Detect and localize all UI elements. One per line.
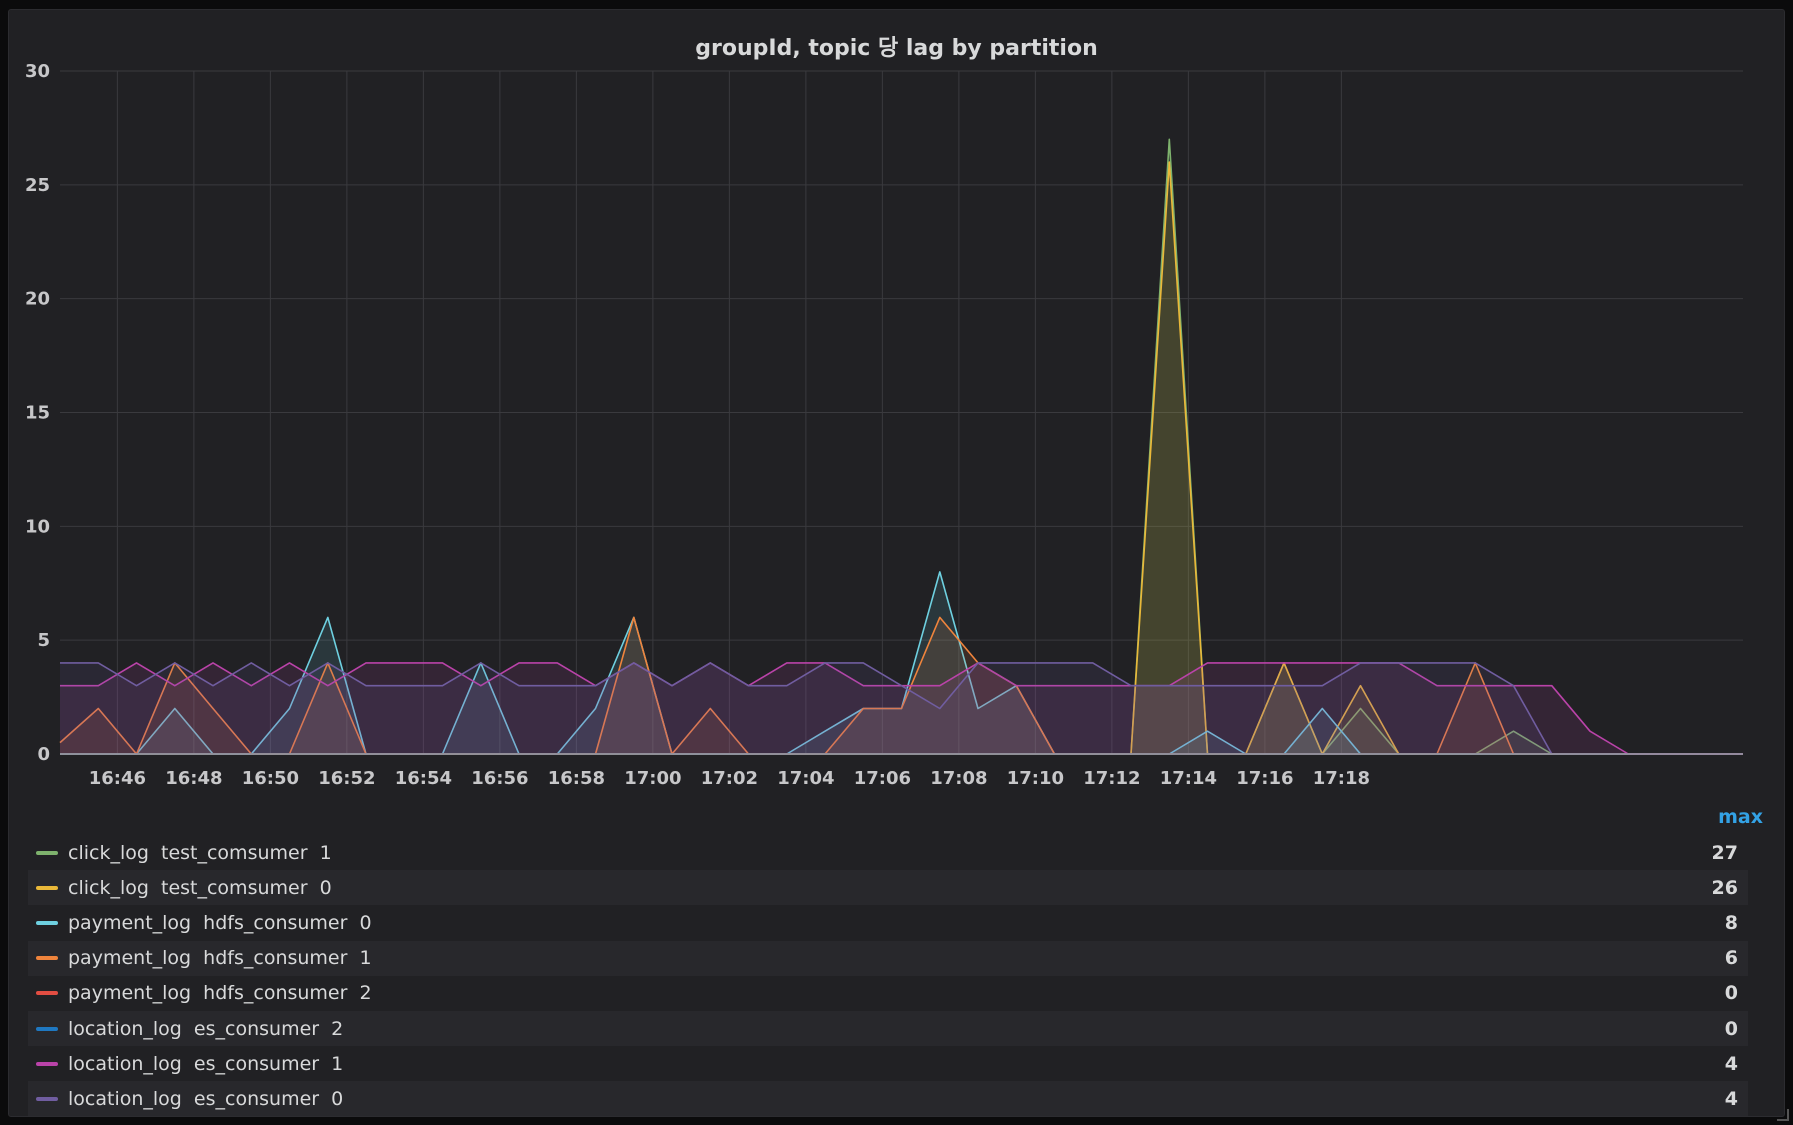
x-tick-label: 17:08 <box>930 768 987 789</box>
graph-panel: groupId, topic 당 lag by partition <box>8 9 1785 1117</box>
series-area-7 <box>60 662 1743 754</box>
legend-item[interactable]: click_log test_comsumer 1 27 <box>28 835 1748 870</box>
legend-swatch-icon[interactable] <box>36 991 58 996</box>
legend-series-name[interactable]: click_log test_comsumer 0 <box>68 876 332 899</box>
y-tick-label: 25 <box>25 175 50 196</box>
legend-max-value: 0 <box>1724 982 1738 1005</box>
x-tick-label: 17:10 <box>1007 768 1064 789</box>
legend-series-name[interactable]: click_log test_comsumer 1 <box>68 841 332 864</box>
legend-item[interactable]: payment_log hdfs_consumer 0 8 <box>28 905 1748 940</box>
legend-max-value: 26 <box>1711 876 1738 899</box>
legend-item[interactable]: location_log es_consumer 2 0 <box>28 1011 1748 1046</box>
legend-swatch-icon[interactable] <box>36 920 58 925</box>
x-tick-label: 17:06 <box>854 768 911 789</box>
legend-series-name[interactable]: payment_log hdfs_consumer 1 <box>68 947 372 970</box>
legend-max-value: 27 <box>1711 841 1738 864</box>
legend-item[interactable]: location_log es_consumer 0 4 <box>28 1081 1748 1117</box>
x-tick-label: 16:56 <box>471 768 528 789</box>
legend-max-value: 8 <box>1724 911 1738 934</box>
y-tick-label: 20 <box>25 289 50 310</box>
legend-series-name[interactable]: payment_log hdfs_consumer 2 <box>68 982 372 1005</box>
legend-series-name[interactable]: location_log es_consumer 2 <box>68 1017 344 1040</box>
legend-series-name[interactable]: location_log es_consumer 1 <box>68 1052 344 1075</box>
panel-title[interactable]: groupId, topic 당 lag by partition <box>695 36 1098 61</box>
series-area-2 <box>60 571 1743 754</box>
x-tick-label: 17:12 <box>1083 768 1140 789</box>
x-tick-label: 17:02 <box>701 768 758 789</box>
x-tick-label: 16:54 <box>395 768 452 789</box>
x-tick-label: 16:52 <box>318 768 375 789</box>
series-line-7 <box>60 662 1743 755</box>
x-tick-label: 16:50 <box>242 768 299 789</box>
x-tick-label: 16:48 <box>165 768 222 789</box>
x-tick-label: 16:46 <box>89 768 146 789</box>
legend-series-name[interactable]: location_log es_consumer 0 <box>68 1087 344 1110</box>
y-tick-label: 0 <box>37 744 50 765</box>
legend-swatch-icon[interactable] <box>36 850 58 855</box>
legend-max-value: 0 <box>1724 1017 1738 1040</box>
legend-max-value: 6 <box>1724 947 1738 970</box>
y-tick-label: 30 <box>25 61 50 82</box>
series-line-3 <box>59 616 1743 755</box>
x-tick-label: 17:16 <box>1236 768 1293 789</box>
y-tick-label: 5 <box>37 630 50 651</box>
series-area-3 <box>60 617 1743 754</box>
x-tick-label: 17:00 <box>624 768 681 789</box>
x-tick-label: 17:18 <box>1313 768 1370 789</box>
resize-handle[interactable] <box>1777 1109 1789 1121</box>
x-tick-label: 17:04 <box>777 768 834 789</box>
legend-max-value: 4 <box>1724 1052 1738 1075</box>
legend-item[interactable]: click_log test_comsumer 0 26 <box>28 870 1748 906</box>
legend-max-value: 4 <box>1724 1087 1738 1110</box>
x-tick-label: 17:14 <box>1160 768 1217 789</box>
y-tick-label: 10 <box>25 516 50 537</box>
legend-swatch-icon[interactable] <box>36 885 58 890</box>
legend-item[interactable]: payment_log hdfs_consumer 2 0 <box>28 976 1748 1011</box>
legend-item[interactable]: location_log es_consumer 1 4 <box>28 1046 1748 1081</box>
legend-swatch-icon[interactable] <box>36 1026 58 1031</box>
x-tick-label: 16:58 <box>548 768 605 789</box>
legend-swatch-icon[interactable] <box>36 956 58 961</box>
legend-max-header[interactable]: max <box>1718 806 1763 828</box>
legend-swatch-icon[interactable] <box>36 1061 58 1066</box>
y-tick-label: 15 <box>25 403 50 424</box>
legend-series-name[interactable]: payment_log hdfs_consumer 0 <box>68 911 372 934</box>
legend-swatch-icon[interactable] <box>36 1096 58 1101</box>
legend-item[interactable]: payment_log hdfs_consumer 1 6 <box>28 940 1748 976</box>
